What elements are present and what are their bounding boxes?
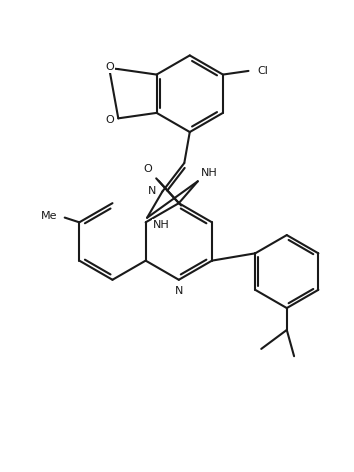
Text: NH: NH bbox=[201, 169, 217, 178]
Text: O: O bbox=[143, 164, 152, 174]
Text: O: O bbox=[105, 62, 114, 72]
Text: O: O bbox=[105, 115, 114, 125]
Text: N: N bbox=[175, 287, 183, 296]
Text: Cl: Cl bbox=[258, 66, 268, 76]
Text: NH: NH bbox=[153, 219, 169, 229]
Text: N: N bbox=[148, 186, 156, 196]
Text: Me: Me bbox=[41, 211, 57, 221]
